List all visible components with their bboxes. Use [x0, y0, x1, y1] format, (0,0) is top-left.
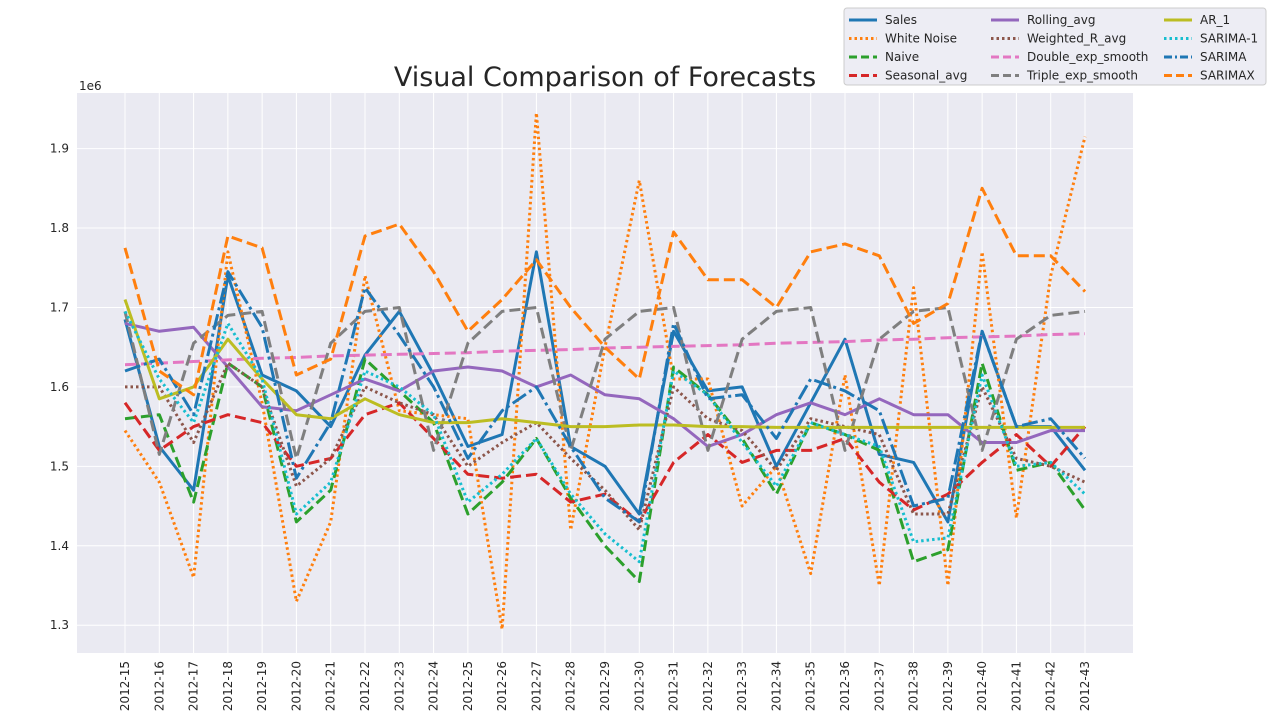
legend-item: Rolling_avg	[991, 13, 1095, 27]
legend-label: White Noise	[885, 32, 957, 46]
legend-item: AR_1	[1164, 13, 1230, 27]
legend-item: SARIMAX	[1164, 69, 1255, 83]
series-line-naive	[124, 357, 1087, 583]
series-line-sales	[123, 250, 1087, 524]
legend-item: White Noise	[849, 32, 957, 46]
y-tick-label: 1.6	[50, 380, 69, 394]
y-tick-label: 1.7	[50, 300, 69, 314]
series-line-white-noise	[123, 111, 1087, 631]
legend-box	[843, 7, 1267, 86]
series-line-triple-exp-smooth	[123, 306, 1086, 460]
x-tick-label: 2012-30	[632, 661, 646, 711]
x-tick-label: 2012-43	[1078, 661, 1092, 711]
x-tick-label: 2012-40	[975, 661, 989, 711]
x-tick-label: 2012-16	[152, 661, 166, 711]
series-lines	[123, 111, 1087, 631]
legend-label: Rolling_avg	[1027, 13, 1095, 27]
y-tick-label: 1.4	[50, 539, 69, 553]
legend-label: Weighted_R_avg	[1027, 32, 1126, 46]
legend-item: Triple_exp_smooth	[991, 69, 1138, 83]
legend-label: SARIMA	[1200, 50, 1247, 64]
legend-label: Triple_exp_smooth	[1026, 69, 1138, 83]
x-tick-label: 2012-22	[358, 661, 372, 711]
x-tick-label: 2012-25	[461, 661, 475, 711]
x-tick-label: 2012-34	[769, 661, 783, 711]
x-tick-label: 2012-21	[324, 661, 338, 711]
x-tick-label: 2012-19	[255, 661, 269, 711]
x-tick-label: 2012-33	[735, 661, 749, 711]
x-tick-labels: 2012-15 2012-16 2012-17 2012-18 2012-19 2012-…	[118, 661, 1092, 711]
x-tick-label: 2012-35	[804, 661, 818, 711]
series-line-ar-1	[123, 299, 1085, 429]
x-tick-label: 2012-29	[598, 661, 612, 711]
legend-item: Double_exp_smooth	[991, 50, 1148, 64]
series-line-seasonal-avg	[123, 401, 1087, 524]
legend-label: Sales	[885, 13, 917, 27]
series-line-sarimax	[123, 186, 1087, 397]
x-tick-label: 2012-27	[529, 661, 543, 711]
x-tick-label: 2012-39	[941, 661, 955, 711]
legend-label: Seasonal_avg	[885, 69, 967, 83]
series-line-weighted-r-avg	[125, 361, 1086, 532]
x-tick-label: 2012-23	[392, 661, 406, 711]
legend-item: Naive	[849, 50, 919, 64]
x-tick-label: 2012-18	[221, 661, 235, 711]
legend-label: SARIMA-1	[1200, 32, 1258, 46]
legend-item: Weighted_R_avg	[991, 32, 1126, 46]
legend-item: Seasonal_avg	[849, 69, 967, 83]
x-tick-label: 2012-26	[495, 661, 509, 711]
legend-item: SARIMA	[1164, 50, 1247, 64]
y-tick-label: 1.8	[50, 221, 69, 235]
x-tick-label: 2012-15	[118, 661, 132, 711]
y-tick-label: 1.5	[50, 459, 69, 473]
legend-item: SARIMA-1	[1164, 32, 1258, 46]
legend-item: Sales	[849, 13, 917, 27]
series-line-sarima	[124, 270, 1087, 524]
y-tick-labels: 1.3 1.4 1.5 1.6 1.7 1.8 1.9	[50, 142, 69, 633]
x-tick-label: 2012-20	[289, 661, 303, 711]
x-tick-label: 2012-36	[838, 661, 852, 711]
x-tick-label: 2012-28	[564, 661, 578, 711]
legend-label: AR_1	[1200, 13, 1230, 27]
chart-title: Visual Comparison of Forecasts	[394, 62, 816, 93]
x-tick-label: 2012-42	[1044, 661, 1058, 711]
legend-label: SARIMAX	[1200, 69, 1255, 83]
legend: Sales White Noise Naive Seasonal_avg Rolling…	[843, 7, 1267, 86]
x-tick-label: 2012-17	[187, 661, 201, 711]
x-tick-label: 2012-37	[872, 661, 886, 711]
series-line-sarima-1	[123, 310, 1087, 564]
x-tick-label: 2012-41	[1009, 661, 1023, 711]
x-tick-label: 2012-38	[907, 661, 921, 711]
y-axis-multiplier: 1e6	[79, 79, 102, 93]
y-tick-label: 1.3	[50, 618, 69, 632]
x-tick-label: 2012-32	[701, 661, 715, 711]
legend-label: Naive	[885, 50, 919, 64]
y-tick-label: 1.9	[50, 142, 69, 156]
x-tick-label: 2012-24	[427, 661, 441, 711]
legend-label: Double_exp_smooth	[1027, 50, 1148, 64]
x-tick-label: 2012-31	[667, 661, 681, 711]
